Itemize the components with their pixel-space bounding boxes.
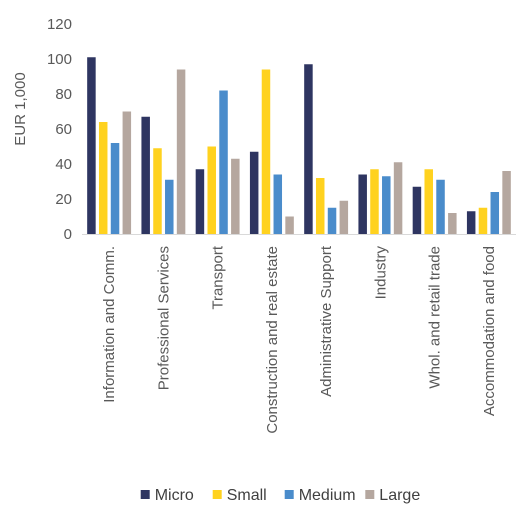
category-label: Accommodation and food bbox=[481, 246, 498, 416]
bar-medium-2 bbox=[219, 90, 228, 234]
bar-medium-1 bbox=[165, 179, 174, 234]
bar-small-0 bbox=[98, 122, 108, 234]
bar-medium-7 bbox=[490, 192, 500, 234]
bar-small-6 bbox=[424, 169, 433, 234]
category-labels: Information and Comm. Professional Servic… bbox=[101, 245, 498, 433]
category-label: Professional Services bbox=[155, 246, 172, 390]
bar-small-5 bbox=[370, 169, 379, 234]
y-tick-label: 120 bbox=[47, 16, 72, 33]
y-tick-label: 20 bbox=[55, 191, 72, 208]
bar-large-2 bbox=[231, 158, 240, 234]
bar-large-1 bbox=[176, 69, 186, 234]
y-axis-title: EUR 1,000 bbox=[12, 72, 29, 145]
legend-label: Medium bbox=[299, 487, 356, 504]
bar-micro-1 bbox=[141, 116, 150, 234]
bar-small-4 bbox=[315, 178, 325, 234]
category-label: Construction and real estate bbox=[264, 246, 281, 434]
bar-medium-5 bbox=[382, 176, 391, 234]
legend-item-large: Large bbox=[365, 487, 420, 504]
category-label: Administrative Support bbox=[318, 245, 335, 397]
bar-large-6 bbox=[448, 213, 457, 234]
bar-large-4 bbox=[339, 200, 349, 234]
bar-small-3 bbox=[261, 69, 271, 234]
legend-item-micro: Micro bbox=[140, 487, 194, 504]
bar-large-5 bbox=[393, 162, 403, 234]
legend-item-small: Small bbox=[212, 487, 267, 504]
category-label: Industry bbox=[372, 246, 389, 300]
y-tick-label: 40 bbox=[55, 156, 72, 173]
bar-micro-3 bbox=[249, 151, 259, 234]
bar-micro-7 bbox=[466, 211, 476, 234]
bar-small-7 bbox=[478, 207, 488, 234]
legend-label: Micro bbox=[155, 487, 194, 504]
y-tick-label: 80 bbox=[55, 86, 72, 103]
y-tick-label: 100 bbox=[47, 51, 72, 68]
bar-small-2 bbox=[207, 146, 216, 234]
legend-label: Large bbox=[379, 487, 420, 504]
legend-swatch bbox=[140, 490, 150, 499]
legend-label: Small bbox=[227, 487, 267, 504]
bar-medium-6 bbox=[436, 179, 445, 234]
bar-large-7 bbox=[502, 171, 511, 234]
bar-medium-0 bbox=[110, 143, 120, 234]
y-tick-label: 60 bbox=[55, 121, 72, 138]
bars bbox=[87, 57, 511, 234]
category-label: Information and Comm. bbox=[101, 246, 118, 403]
bar-micro-6 bbox=[412, 186, 422, 234]
category-label: Whol. and retail trade bbox=[427, 246, 444, 389]
legend-item-medium: Medium bbox=[284, 487, 356, 504]
legend-swatch bbox=[365, 490, 375, 499]
legend-swatch bbox=[284, 490, 294, 499]
legend-swatch bbox=[212, 490, 222, 499]
category-label: Transport bbox=[210, 245, 227, 309]
y-tick-label: 0 bbox=[64, 226, 72, 243]
bar-large-0 bbox=[122, 111, 132, 234]
bar-micro-4 bbox=[304, 64, 313, 234]
bar-large-3 bbox=[285, 216, 294, 234]
bar-medium-3 bbox=[273, 174, 283, 234]
bar-micro-2 bbox=[195, 169, 205, 234]
bar-small-1 bbox=[153, 148, 162, 234]
bar-medium-4 bbox=[327, 207, 337, 234]
bar-micro-5 bbox=[358, 174, 367, 234]
bar-micro-0 bbox=[87, 57, 96, 234]
legend: Micro Small Medium Large bbox=[140, 487, 420, 504]
y-axis-ticks: 0 20 40 60 80 100 120 bbox=[47, 16, 72, 243]
